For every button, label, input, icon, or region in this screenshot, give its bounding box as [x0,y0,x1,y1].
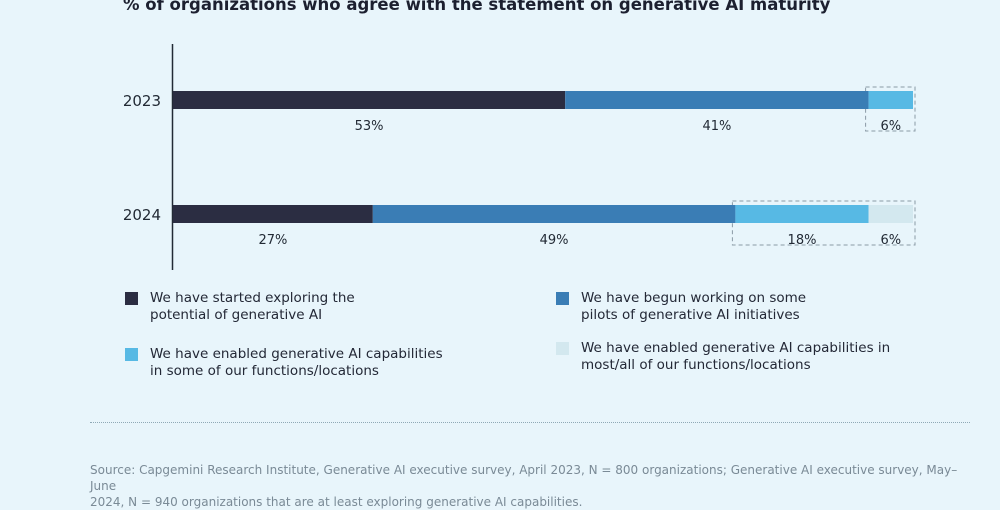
data-label-2024-series-2: 49% [540,233,569,248]
bar-segment-2023-series-2 [565,91,869,109]
bar-segment-2024-series-4 [868,205,913,223]
source-line-2: 2024, N = 940 organizations that are at … [90,495,583,509]
legend-swatch-pilots [556,292,569,305]
legend-label-some-functions: We have enabled generative AI capabiliti… [150,346,443,379]
data-label-2023-series-2: 41% [702,119,731,134]
legend-swatch-some-functions [125,348,138,361]
data-label-2023-series-1: 53% [355,119,384,134]
bar-segment-2024-series-1 [173,205,373,223]
legend-label-most-functions: We have enabled generative AI capabiliti… [581,340,891,373]
category-label-2024: 2024 [123,206,161,224]
legend-label-pilots: We have begun working on some pilots of … [581,290,807,323]
section-divider [90,422,970,423]
category-label-2023: 2023 [123,92,161,110]
source-line-1: Source: Capgemini Research Institute, Ge… [90,463,958,493]
legend-label-exploring: We have started exploring the potential … [150,290,355,323]
source-note: Source: Capgemini Research Institute, Ge… [90,462,970,510]
legend-item-most-functions: We have enabled generative AI capabiliti… [556,340,890,374]
bar-segment-2023-series-3 [868,91,913,109]
stacked-bar-chart: 2023 53% 41% 6% 2024 27% 49% 18% 6% [123,44,916,270]
bar-segment-2024-series-3 [735,205,869,223]
legend-swatch-exploring [125,292,138,305]
data-label-2024-series-4: 6% [880,233,901,248]
legend-swatch-most-functions [556,342,569,355]
legend-item-exploring: We have started exploring the potential … [125,290,355,324]
highlight-box-2024 [731,200,916,246]
data-label-2023-series-3: 6% [880,119,901,134]
legend-item-some-functions: We have enabled generative AI capabiliti… [125,346,443,380]
bar-segment-2024-series-2 [372,205,736,223]
data-label-2024-series-1: 27% [258,233,287,248]
legend-item-pilots: We have begun working on some pilots of … [556,290,806,324]
bar-segment-2023-series-1 [173,91,566,109]
chart-title: % of organizations who agree with the st… [123,0,831,14]
data-label-2024-series-3: 18% [788,233,817,248]
